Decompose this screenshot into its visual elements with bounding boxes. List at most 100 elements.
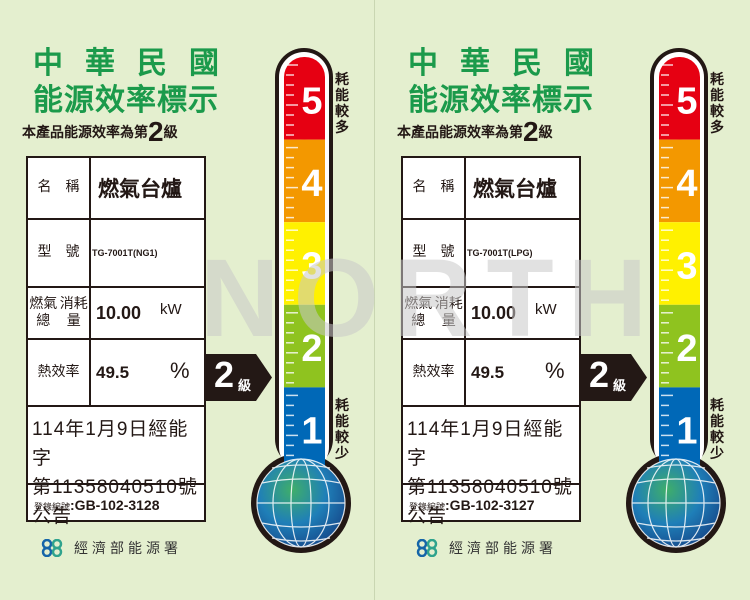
row-model: 型 號 TG-7001T(LPG) [403, 220, 579, 288]
footer: 經濟部能源署 [40, 538, 182, 558]
consumption-unit: kW [160, 301, 182, 318]
grade-statement-pre: 本產品能源效率為第 [22, 125, 148, 141]
registration-value: :GB-102-3128 [70, 497, 160, 513]
agency-name: 經濟部能源署 [449, 541, 557, 557]
consumption-key-1: 燃氣總 [29, 295, 58, 330]
efficiency-value-cell: 49.5% [469, 340, 579, 405]
consumption-key: 燃氣總 消耗量 [28, 288, 91, 338]
row-registration: 登錄編號:GB-102-3128 [28, 485, 204, 522]
consumption-value: 10.00 [471, 302, 517, 323]
energy-label: 中華民國 能源效率標示 本產品能源效率為第2級 名 稱 燃氣台爐 型 號 TG-… [22, 46, 351, 558]
info-table: 名 稱 燃氣台爐 型 號 TG-7001T(LPG) 燃氣總 消耗量 10.00 k… [401, 156, 581, 527]
row-consumption: 燃氣總 消耗量 10.00 kW [28, 288, 204, 340]
row-name: 名 稱 燃氣台爐 [403, 158, 579, 220]
title-line-2: 能源效率標示 [33, 83, 219, 118]
scale-number-1: 1 [676, 411, 697, 453]
scale-segment-4 [284, 139, 325, 223]
arrow-grade: 2 [214, 354, 235, 395]
info-table: 名 稱 燃氣台爐 型 號 TG-7001T(NG1) 燃氣總 消耗量 10.00 k… [26, 156, 206, 527]
row-announcement: 114年1月9日經能字 第11358040510號公告 [403, 407, 579, 527]
efficiency-key: 熱效率 [403, 340, 466, 405]
arrow-level: 級 [238, 379, 252, 394]
grade-statement-post: 級 [163, 125, 178, 141]
agency-name: 經濟部能源署 [74, 541, 182, 557]
thermometer: 5 4 3 2 1 [251, 48, 351, 553]
announcement-line-1: 114年1月9日經能字 [407, 419, 564, 469]
efficiency-unit: % [545, 358, 565, 383]
announcement-line-2: 第11358040510號公告 [407, 477, 573, 527]
row-registration: 登錄編號:GB-102-3127 [403, 485, 579, 522]
grade-statement: 本產品能源效率為第2級 [397, 116, 553, 148]
scale-number-3: 3 [301, 246, 322, 288]
label-divider [374, 0, 375, 600]
scale-segment-2 [659, 304, 700, 388]
scale-segment-4 [659, 139, 700, 223]
arrow-level: 級 [613, 379, 627, 394]
scale-segment-fill [659, 82, 700, 140]
scale-number-5: 5 [676, 80, 697, 122]
grade-arrow: 2 級 [581, 354, 647, 401]
title-line-1: 中華民國 [33, 46, 241, 81]
consumption-unit: kW [535, 301, 557, 318]
efficiency-value: 49.5 [471, 362, 505, 382]
scale-number-2: 2 [676, 328, 697, 370]
model-key: 型 號 [403, 220, 466, 286]
efficiency-value-cell: 49.5% [94, 340, 204, 405]
globe-grid [631, 458, 721, 548]
consumption-value-cell: 10.00 kW [469, 288, 579, 338]
row-efficiency: 熱效率 49.5% [28, 340, 204, 407]
scale-number-2: 2 [301, 328, 322, 370]
row-model: 型 號 TG-7001T(NG1) [28, 220, 204, 288]
registration-key: 登錄編號 [34, 503, 71, 513]
consumption-key-2: 消耗量 [434, 295, 463, 330]
scale-segment-2 [284, 304, 325, 388]
scale-segment-3 [284, 222, 325, 305]
arrow-shape [581, 354, 647, 401]
row-consumption: 燃氣總 消耗量 10.00 kW [403, 288, 579, 340]
scale-number-4: 4 [676, 163, 697, 205]
arrow-grade: 2 [589, 354, 610, 395]
efficiency-unit: % [170, 358, 190, 383]
globe-grid [256, 458, 346, 548]
scale-number-5: 5 [301, 80, 322, 122]
registration-key: 登錄編號 [409, 503, 446, 513]
energy-label: 中華民國 能源效率標示 本產品能源效率為第2級 名 稱 燃氣台爐 型 號 TG-… [375, 0, 750, 600]
footer: 經濟部能源署 [415, 538, 557, 558]
scale-segment-fill [284, 82, 325, 140]
grade-statement-post: 級 [538, 125, 553, 141]
grade-statement-number: 2 [148, 116, 164, 147]
scale-number-3: 3 [676, 246, 697, 288]
model-value: TG-7001T(LPG) [467, 248, 533, 258]
consumption-value-cell: 10.00 kW [94, 288, 204, 338]
registration: 登錄編號:GB-102-3128 [34, 495, 160, 514]
energy-agency-logo-icon [416, 539, 438, 557]
row-name: 名 稱 燃氣台爐 [28, 158, 204, 220]
announcement: 114年1月9日經能字 第11358040510號公告 [32, 415, 204, 531]
announcement: 114年1月9日經能字 第11358040510號公告 [407, 415, 579, 531]
scale-number-4: 4 [301, 163, 322, 205]
consumption-key-2: 消耗量 [59, 295, 88, 330]
arrow-shape [206, 354, 272, 401]
consumption-value: 10.00 [96, 302, 142, 323]
scale-segment-3 [659, 222, 700, 305]
grade-statement-pre: 本產品能源效率為第 [397, 125, 523, 141]
title-line-2: 能源效率標示 [408, 83, 594, 118]
grade-arrow: 2 級 [206, 354, 272, 401]
name-value: 燃氣台爐 [473, 177, 557, 201]
grade-statement-number: 2 [523, 116, 539, 147]
thermometer: 5 4 3 2 1 [626, 48, 726, 553]
efficiency-key: 熱效率 [28, 340, 91, 405]
more-consumption-label: 耗能較多 [335, 72, 349, 136]
announcement-line-1: 114年1月9日經能字 [32, 419, 189, 469]
less-consumption-label: 耗能較少 [335, 398, 349, 462]
name-key: 名 稱 [403, 158, 466, 218]
name-value: 燃氣台爐 [98, 177, 182, 201]
efficiency-value: 49.5 [96, 362, 130, 382]
registration: 登錄編號:GB-102-3127 [409, 495, 535, 514]
model-key: 型 號 [28, 220, 91, 286]
model-value: TG-7001T(NG1) [92, 248, 158, 258]
scale-number-1: 1 [301, 411, 322, 453]
row-announcement: 114年1月9日經能字 第11358040510號公告 [28, 407, 204, 527]
grade-statement: 本產品能源效率為第2級 [22, 116, 178, 148]
registration-value: :GB-102-3127 [445, 497, 535, 513]
